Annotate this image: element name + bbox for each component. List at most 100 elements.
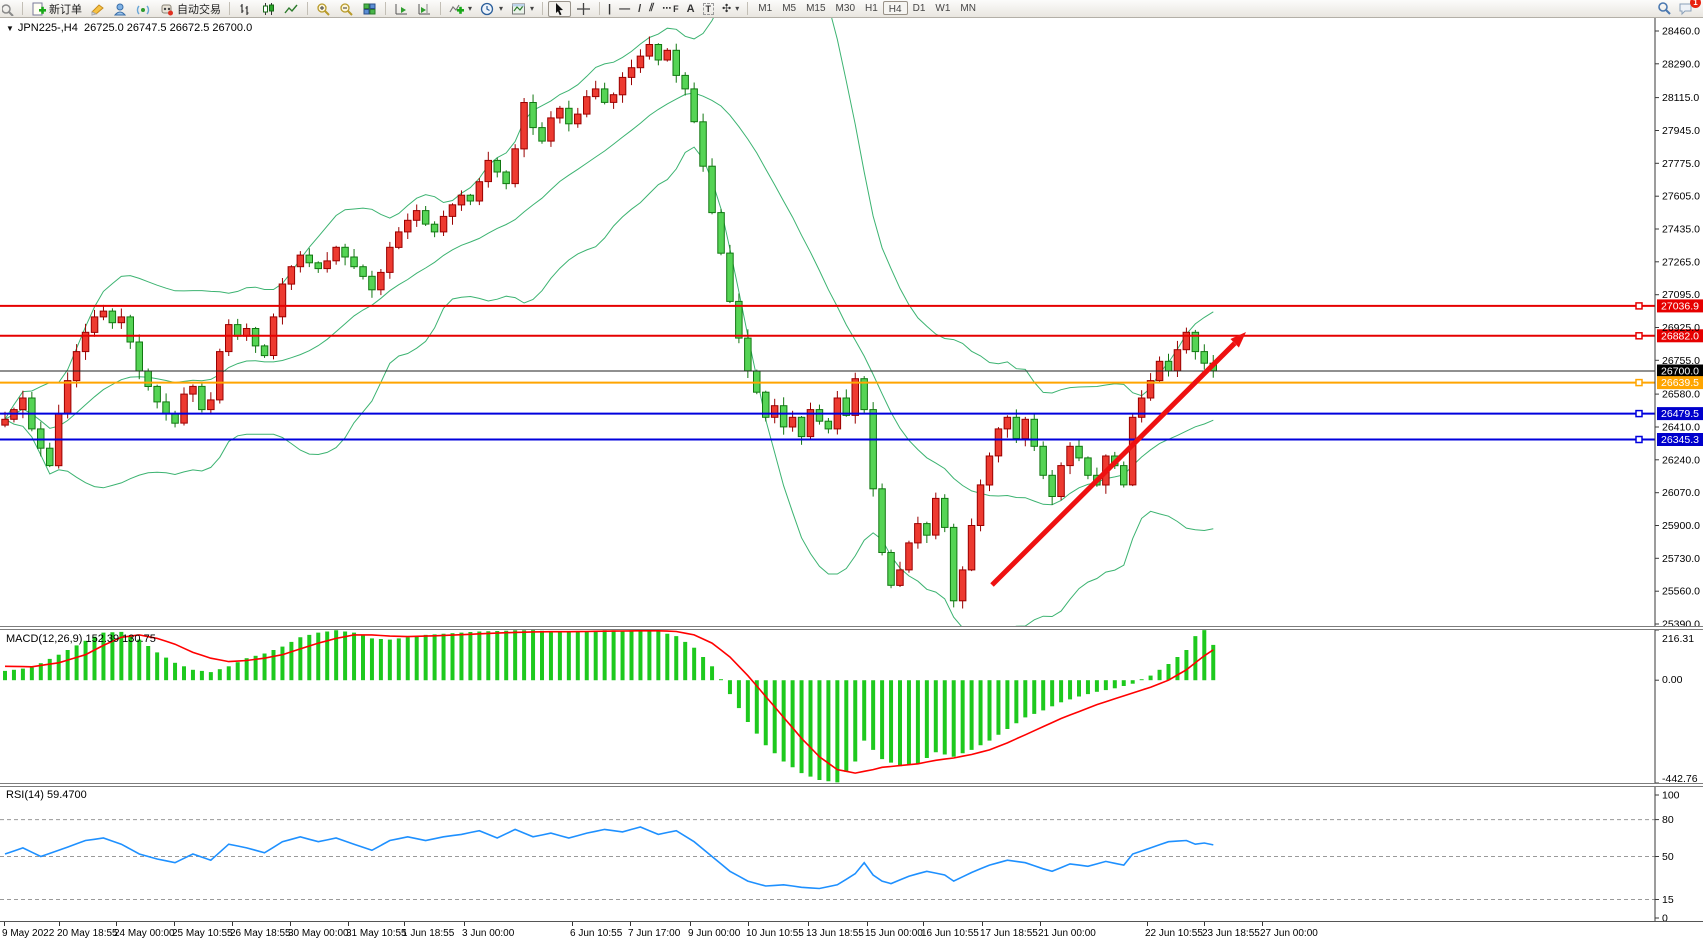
time-tick-label: 22 Jun 10:55 bbox=[1145, 928, 1203, 939]
periods-icon bbox=[480, 2, 495, 16]
price-line-badge bbox=[1657, 364, 1703, 378]
new-order-button[interactable]: 新订单 bbox=[28, 1, 85, 17]
chart-title: ▼ JPN225-,H4 26725.0 26747.5 26672.5 2670… bbox=[6, 22, 252, 34]
fibonacci-button[interactable]: ⋯ F bbox=[662, 3, 679, 14]
vertical-line-button[interactable]: | bbox=[605, 1, 614, 17]
cursor-button[interactable] bbox=[548, 0, 572, 17]
trendline-button[interactable]: / bbox=[635, 1, 644, 17]
templates-button[interactable]: ▾ bbox=[508, 1, 537, 17]
toolbar-separator bbox=[747, 2, 749, 15]
auto-trading-icon bbox=[159, 2, 174, 16]
horizontal-line-button[interactable]: — bbox=[616, 1, 633, 17]
price-tick-label: 28115.0 bbox=[1662, 92, 1699, 104]
signals-button[interactable] bbox=[133, 1, 154, 17]
time-tick-label: 25 May 10:55 bbox=[172, 928, 233, 939]
timeframe-m5[interactable]: M5 bbox=[782, 2, 797, 14]
time-tick-label: 30 May 00:00 bbox=[288, 928, 349, 939]
new-order-icon bbox=[31, 2, 46, 16]
panel-divider[interactable] bbox=[0, 626, 1703, 630]
text-label-icon: T bbox=[702, 2, 715, 15]
horizontal-line-icon: — bbox=[619, 2, 631, 15]
auto-trading-button[interactable]: 自动交易 bbox=[156, 1, 224, 17]
search-icon[interactable] bbox=[1657, 1, 1672, 16]
timeframe-m30[interactable]: M30 bbox=[835, 2, 855, 14]
time-tick-label: 21 Jun 00:00 bbox=[1038, 928, 1096, 939]
line-chart-button[interactable] bbox=[281, 1, 302, 17]
highlighter-icon bbox=[90, 2, 105, 16]
price-line-badge bbox=[1657, 433, 1703, 446]
time-tick-label: 9 May 2022 bbox=[2, 928, 55, 939]
toolbar-right: 1 bbox=[1657, 0, 1701, 16]
line-handle bbox=[1635, 435, 1643, 444]
auto-scroll-button[interactable] bbox=[391, 1, 412, 17]
text-button[interactable]: A bbox=[684, 1, 698, 17]
toolbar-separator bbox=[599, 2, 601, 15]
timeframe-h1[interactable]: H1 bbox=[865, 2, 878, 14]
crosshair-button[interactable] bbox=[573, 1, 594, 17]
cursor-icon bbox=[552, 2, 567, 16]
zoom-in-button[interactable] bbox=[313, 1, 334, 17]
tile-windows-button[interactable] bbox=[359, 1, 380, 17]
auto-trading-label: 自动交易 bbox=[177, 3, 221, 16]
rsi-chart[interactable]: 100 80 50 15 0 bbox=[0, 787, 1703, 921]
chevron-down-icon: ▾ bbox=[499, 4, 504, 13]
candlestick-chart-button[interactable] bbox=[258, 1, 279, 17]
panel-divider[interactable] bbox=[0, 783, 1703, 787]
time-tick bbox=[1204, 922, 1205, 926]
time-tick-label: 24 May 00:00 bbox=[114, 928, 175, 939]
timeframe-group: M1 M5 M15 M30 H1 H4 D1 W1 MN bbox=[753, 0, 981, 17]
arrows-button[interactable]: ✣ ▾ bbox=[719, 1, 742, 17]
time-tick-label: 3 Jun 00:00 bbox=[462, 928, 515, 939]
bollinger-lower-band bbox=[4, 146, 1214, 626]
time-tick-label: 27 Jun 00:00 bbox=[1260, 928, 1318, 939]
indicators-icon bbox=[449, 2, 464, 16]
timeframe-m1[interactable]: M1 bbox=[758, 2, 773, 14]
indicators-button[interactable]: ▾ bbox=[446, 1, 475, 17]
bar-chart-icon bbox=[238, 2, 253, 16]
community-button[interactable] bbox=[110, 1, 131, 17]
price-tick-label: 26755.0 bbox=[1662, 355, 1700, 367]
time-tick bbox=[464, 922, 465, 926]
vertical-line-icon: | bbox=[608, 2, 612, 15]
price-line-badge bbox=[1657, 407, 1703, 421]
price-tick-label: 26410.0 bbox=[1662, 422, 1700, 434]
chart-shift-button[interactable] bbox=[414, 1, 435, 17]
macd-panel[interactable]: MACD(12,26,9) 152.39 130.75 216.31 0.00 -4… bbox=[0, 630, 1703, 783]
toolbar: 新订单 自动交易 bbox=[0, 0, 1703, 18]
macd-chart[interactable]: 216.31 0.00 -442.76 bbox=[0, 630, 1703, 783]
highlighter-button[interactable] bbox=[87, 1, 108, 17]
chat-icon[interactable]: 1 bbox=[1678, 0, 1701, 16]
main-chart-panel[interactable]: ▼ JPN225-,H4 26725.0 26747.5 26672.5 2670… bbox=[0, 18, 1703, 626]
clipped-toolbar-icon[interactable] bbox=[2, 2, 17, 16]
crosshair-icon bbox=[576, 2, 591, 16]
price-tick-label: 27945.0 bbox=[1662, 125, 1700, 137]
time-axis[interactable]: 9 May 2022 20 May 18:55 24 May 00:00 25 May… bbox=[0, 921, 1703, 941]
timeframe-h4[interactable]: H4 bbox=[882, 0, 908, 15]
symbol-dropdown-icon[interactable]: ▼ bbox=[6, 24, 14, 33]
timeframe-w1[interactable]: W1 bbox=[935, 2, 951, 14]
price-tick-label: 26925.0 bbox=[1662, 322, 1700, 334]
time-tick-label: 13 Jun 18:55 bbox=[806, 928, 864, 939]
toolbar-separator bbox=[229, 2, 230, 15]
periods-button[interactable]: ▾ bbox=[477, 1, 506, 17]
time-tick bbox=[572, 922, 573, 926]
time-tick bbox=[1040, 922, 1041, 926]
chart-shift-icon bbox=[417, 2, 432, 16]
toolbar-separator bbox=[22, 2, 23, 15]
timeframe-mn[interactable]: MN bbox=[960, 2, 976, 14]
text-label-button[interactable]: T bbox=[700, 1, 718, 17]
rsi-tick-label: 15 bbox=[1662, 894, 1674, 906]
chevron-down-icon: ▾ bbox=[735, 4, 740, 13]
time-tick bbox=[1147, 922, 1148, 926]
trend-arrow-head bbox=[1230, 332, 1246, 348]
timeframe-m15[interactable]: M15 bbox=[806, 2, 826, 14]
bar-chart-button[interactable] bbox=[235, 1, 256, 17]
price-tick-label: 26580.0 bbox=[1662, 389, 1700, 401]
chevron-down-icon: ▾ bbox=[530, 4, 535, 13]
channel-button[interactable]: ⫽ bbox=[646, 1, 657, 17]
chart-title-symbol: JPN225-,H4 bbox=[17, 22, 78, 34]
rsi-panel[interactable]: RSI(14) 59.4700 100 80 50 15 0 bbox=[0, 787, 1703, 921]
zoom-out-button[interactable] bbox=[336, 1, 357, 17]
timeframe-d1[interactable]: D1 bbox=[912, 2, 926, 14]
